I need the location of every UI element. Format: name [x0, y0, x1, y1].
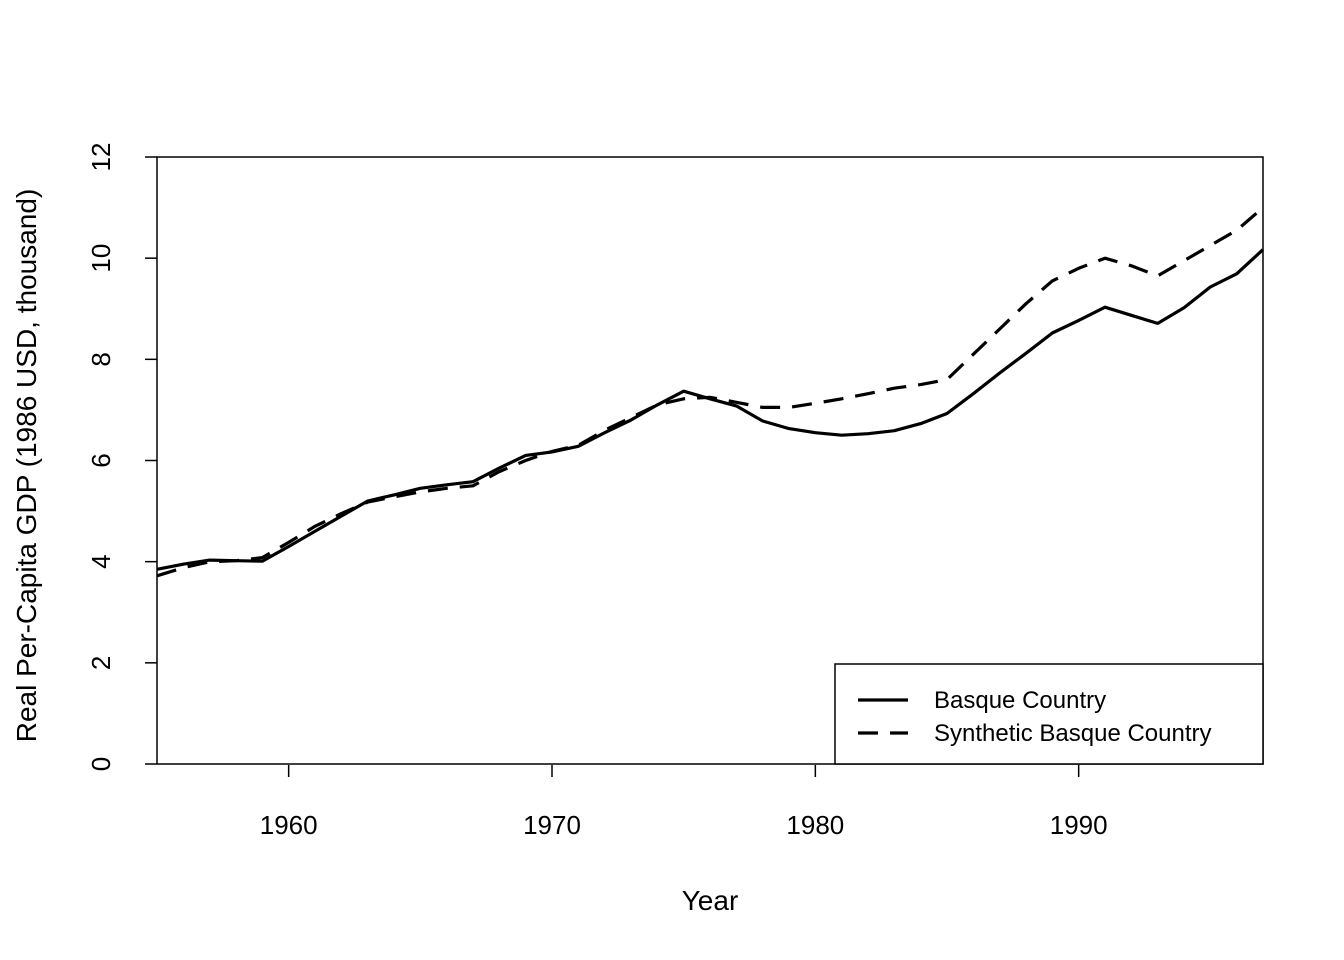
y-tick-label: 6 [86, 453, 116, 467]
legend-label: Basque Country [934, 687, 1106, 714]
y-tick-label: 0 [86, 757, 116, 771]
x-tick-label: 1990 [1050, 810, 1108, 840]
y-tick-label: 10 [86, 244, 116, 273]
y-axis-title: Real Per-Capita GDP (1986 USD, thousand) [11, 189, 42, 743]
legend-box [834, 663, 1264, 765]
x-tick-label: 1960 [260, 810, 318, 840]
x-tick-label: 1970 [523, 810, 581, 840]
y-tick-label: 4 [86, 554, 116, 568]
series-line-synthetic-basque-country [156, 206, 1265, 578]
y-tick-label: 12 [86, 143, 116, 172]
x-axis-title: Year [682, 885, 739, 916]
legend-label: Synthetic Basque Country [934, 720, 1212, 747]
y-tick-label: 2 [86, 656, 116, 670]
y-tick-label: 8 [86, 352, 116, 366]
x-tick-label: 1980 [786, 810, 844, 840]
